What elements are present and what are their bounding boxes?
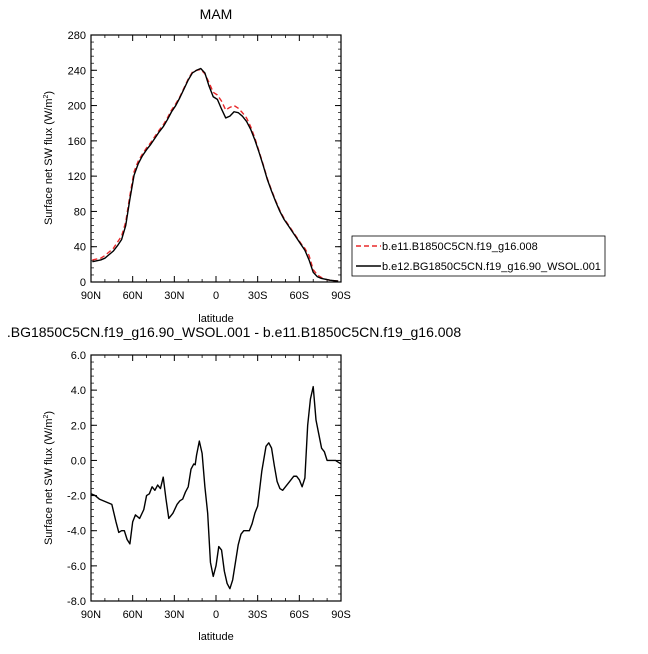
bottom-x-tick-label: 90S [331, 609, 351, 621]
top-y-axis-label-close: ) [43, 91, 55, 95]
top-axes: 90N 60N 30N 0 30S 60S 90S 0 40 80 120 160 200 240 280 [68, 30, 351, 302]
top-y-tick-label: 40 [74, 242, 86, 254]
bottom-series-group [90, 385, 342, 590]
bottom-y-tick-label: -6.0 [67, 561, 86, 573]
top-plot-frame [90, 34, 342, 283]
bottom-y-axis-label-main: Surface net SW flux (W/m [43, 419, 55, 546]
bottom-chart-title: .BG1850C5CN.f19_g16.90_WSOL.001 - b.e11.… [7, 324, 461, 340]
legend-label-series-1: b.e11.B1850C5CN.f19_g16.008 [382, 241, 538, 253]
bottom-plot-frame [90, 354, 342, 602]
top-x-tick-label: 90N [81, 290, 101, 302]
bottom-x-tick-label: 30S [248, 609, 268, 621]
top-chart-title: MAM [200, 6, 233, 22]
bottom-y-axis-label-sup: 2 [43, 415, 50, 419]
top-y-tick-label: 80 [74, 206, 86, 218]
legend-label-series-2: b.e12.BG1850C5CN.f19_g16.90_WSOL.001 [382, 261, 601, 273]
bottom-series-line-1 [90, 385, 342, 590]
top-x-tick-label: 30N [164, 290, 184, 302]
bottom-y-tick-label: -2.0 [67, 491, 86, 503]
top-y-axis-label-sup: 2 [43, 95, 50, 99]
top-series-line-2 [92, 67, 339, 282]
bottom-x-tick-label: 0 [213, 609, 219, 621]
top-y-tick-label: 120 [68, 171, 86, 183]
top-series-line-1 [92, 68, 339, 282]
top-y-tick-label: 160 [68, 136, 86, 148]
bottom-x-tick-label: 60S [290, 609, 310, 621]
bottom-x-axis-label: latitude [198, 631, 233, 643]
top-x-tick-label: 30S [248, 290, 268, 302]
bottom-x-tick-label: 60N [123, 609, 143, 621]
legend: b.e11.B1850C5CN.f19_g16.008 b.e12.BG1850… [351, 235, 606, 277]
top-x-axis-label: latitude [198, 313, 233, 325]
bottom-axes: 90N 60N 30N 0 30S 60S 90S 6.0 4.0 2.0 0.0 -2.0 -4.0 -… [67, 350, 351, 621]
bottom-x-tick-label: 30N [164, 609, 184, 621]
bottom-y-tick-label: -8.0 [67, 596, 86, 608]
top-y-tick-label: 0 [80, 277, 86, 289]
bottom-y-tick-label: 0.0 [71, 455, 86, 467]
bottom-y-tick-label: 4.0 [71, 385, 86, 397]
bottom-y-axis-label: Surface net SW flux (W/m2) [43, 411, 55, 545]
bottom-y-tick-label: 2.0 [71, 420, 86, 432]
top-x-tick-label: 60N [123, 290, 143, 302]
top-panel: MAM 90N 60N 30N 0 30S 60S 90S 0 40 80 120 160 200 240… [43, 6, 606, 325]
bottom-y-axis-label-close: ) [43, 411, 55, 415]
top-y-tick-label: 240 [68, 65, 86, 77]
top-series-group [92, 67, 339, 282]
top-y-axis-label: Surface net SW flux (W/m2) [43, 91, 55, 225]
top-y-axis-label-main: Surface net SW flux (W/m [43, 99, 55, 226]
bottom-panel: .BG1850C5CN.f19_g16.90_WSOL.001 - b.e11.… [7, 324, 461, 643]
top-x-tick-label: 90S [331, 290, 351, 302]
top-x-tick-label: 60S [290, 290, 310, 302]
top-y-tick-label: 200 [68, 101, 86, 113]
bottom-y-tick-label: -4.0 [67, 526, 86, 538]
top-x-tick-label: 0 [213, 290, 219, 302]
bottom-y-tick-label: 6.0 [71, 350, 86, 362]
legend-box [351, 235, 606, 277]
top-y-tick-label: 280 [68, 30, 86, 42]
bottom-x-tick-label: 90N [81, 609, 101, 621]
